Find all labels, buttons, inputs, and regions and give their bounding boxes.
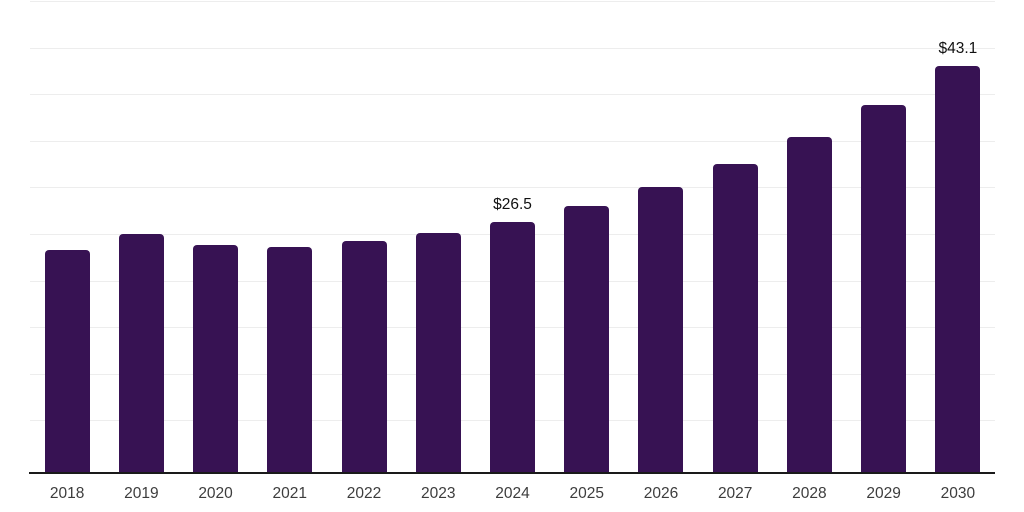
gridline	[30, 140, 995, 142]
x-tick-label-2029: 2029	[866, 485, 901, 502]
bar-2026	[638, 186, 684, 472]
gridline	[30, 187, 995, 189]
gridline	[30, 1, 995, 2]
data-label-2030: $43.1	[938, 40, 978, 57]
bar-2020	[193, 244, 239, 472]
plot-area: $26.5 $43.1	[30, 0, 995, 472]
gridline	[30, 94, 995, 96]
data-label-2024: $26.5	[493, 196, 532, 214]
bar-2027	[712, 163, 758, 472]
x-tick-label-2030: 2030	[940, 485, 976, 502]
x-axis-line	[29, 472, 995, 474]
bar-2030	[935, 66, 981, 472]
bar-2019	[118, 233, 164, 472]
x-tick-label-2026: 2026	[643, 485, 679, 502]
gridline	[30, 47, 995, 49]
x-tick-label-2020: 2020	[198, 485, 233, 502]
x-tick-label-2027: 2027	[717, 485, 753, 502]
x-tick-label-2024: 2024	[495, 485, 530, 502]
bar-2021	[267, 246, 313, 472]
x-tick-label-2022: 2022	[346, 485, 382, 502]
x-tick-label-2025: 2025	[569, 485, 604, 502]
bar-2025	[564, 206, 610, 472]
bar-2024	[490, 222, 535, 472]
bar-2023	[415, 232, 461, 472]
bar-2029	[861, 104, 907, 472]
bar-2022	[341, 241, 387, 472]
x-tick-label-2028: 2028	[792, 485, 827, 502]
x-tick-label-2019: 2019	[124, 485, 159, 502]
bar-2018	[44, 249, 90, 472]
x-tick-label-2021: 2021	[272, 485, 308, 502]
x-tick-label-2018: 2018	[49, 485, 85, 502]
x-tick-label-2023: 2023	[421, 485, 456, 502]
bar-2028	[786, 136, 832, 472]
